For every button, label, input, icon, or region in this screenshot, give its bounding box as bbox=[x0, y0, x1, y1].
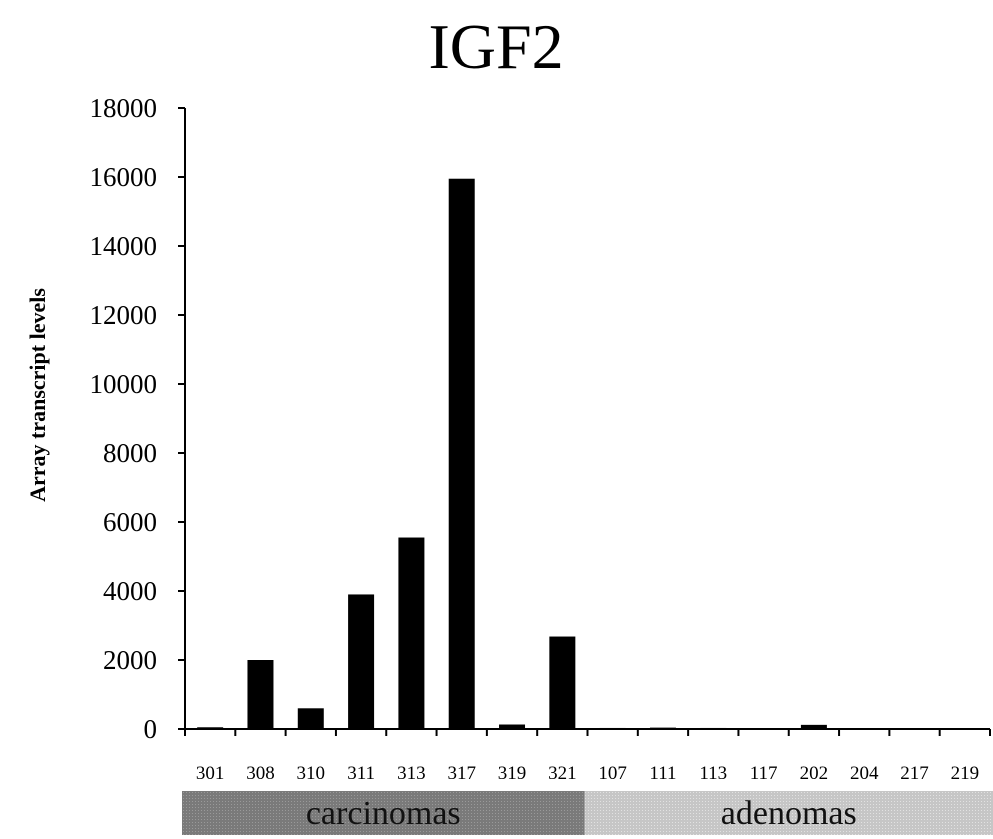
bar-113 bbox=[700, 727, 727, 730]
bar-319 bbox=[499, 724, 526, 729]
x-tick-label: 111 bbox=[649, 763, 676, 784]
y-tick-label: 0 bbox=[144, 714, 158, 744]
bar-313 bbox=[398, 537, 425, 729]
y-tick-label: 10000 bbox=[90, 369, 158, 399]
group-label-carcinomas: carcinomas bbox=[306, 795, 461, 832]
bar-301 bbox=[197, 727, 224, 729]
bar-310 bbox=[297, 708, 324, 729]
bar-117 bbox=[750, 728, 777, 730]
group-band-adenomas bbox=[584, 791, 993, 835]
y-tick-label: 2000 bbox=[103, 645, 157, 675]
y-tick-label: 12000 bbox=[90, 300, 158, 330]
bar-321 bbox=[549, 636, 576, 729]
y-tick-label: 16000 bbox=[90, 162, 158, 192]
x-tick-label: 217 bbox=[900, 763, 929, 784]
bar-111 bbox=[649, 727, 676, 730]
x-tick-label: 321 bbox=[548, 763, 577, 784]
y-tick-label: 4000 bbox=[103, 576, 157, 606]
x-tick-label: 319 bbox=[498, 763, 527, 784]
group-band-carcinomas bbox=[182, 791, 585, 835]
y-tick-label: 8000 bbox=[103, 438, 157, 468]
bar-202 bbox=[800, 724, 827, 729]
bar-204 bbox=[851, 728, 878, 730]
x-tick-label: 202 bbox=[800, 763, 829, 784]
x-tick-label: 117 bbox=[750, 763, 778, 784]
bar-317 bbox=[448, 178, 475, 730]
x-tick-label: 204 bbox=[850, 763, 879, 784]
x-tick-label: 310 bbox=[297, 763, 326, 784]
x-tick-label: 219 bbox=[951, 763, 980, 784]
bar-217 bbox=[901, 728, 928, 730]
chart-title: IGF2 bbox=[428, 11, 563, 82]
bar-308 bbox=[247, 660, 274, 729]
bar-219 bbox=[951, 728, 978, 730]
x-tick-label: 317 bbox=[447, 763, 476, 784]
x-ticks: 301 308 310 311 313 317 319 321 107 111 113 117 202 2… bbox=[184, 729, 991, 784]
bars bbox=[197, 178, 978, 730]
group-bands: carcinomas adenomas bbox=[182, 791, 993, 835]
y-tick-label: 14000 bbox=[90, 231, 158, 261]
bar-107 bbox=[599, 727, 626, 730]
y-ticks: 0 2000 4000 6000 8000 10000 12000 14000 16000 180… bbox=[90, 93, 185, 744]
x-tick-label: 301 bbox=[196, 763, 225, 784]
x-tick-label: 107 bbox=[598, 763, 627, 784]
bar-311 bbox=[348, 594, 375, 729]
y-tick-label: 6000 bbox=[103, 507, 157, 537]
x-tick-label: 313 bbox=[397, 763, 426, 784]
x-tick-label: 308 bbox=[246, 763, 275, 784]
x-tick-label: 113 bbox=[699, 763, 727, 784]
y-axis-label: Array transcript levels bbox=[25, 288, 50, 502]
group-label-adenomas: adenomas bbox=[721, 795, 857, 832]
x-tick-label: 311 bbox=[347, 763, 375, 784]
y-tick-label: 18000 bbox=[90, 93, 158, 123]
